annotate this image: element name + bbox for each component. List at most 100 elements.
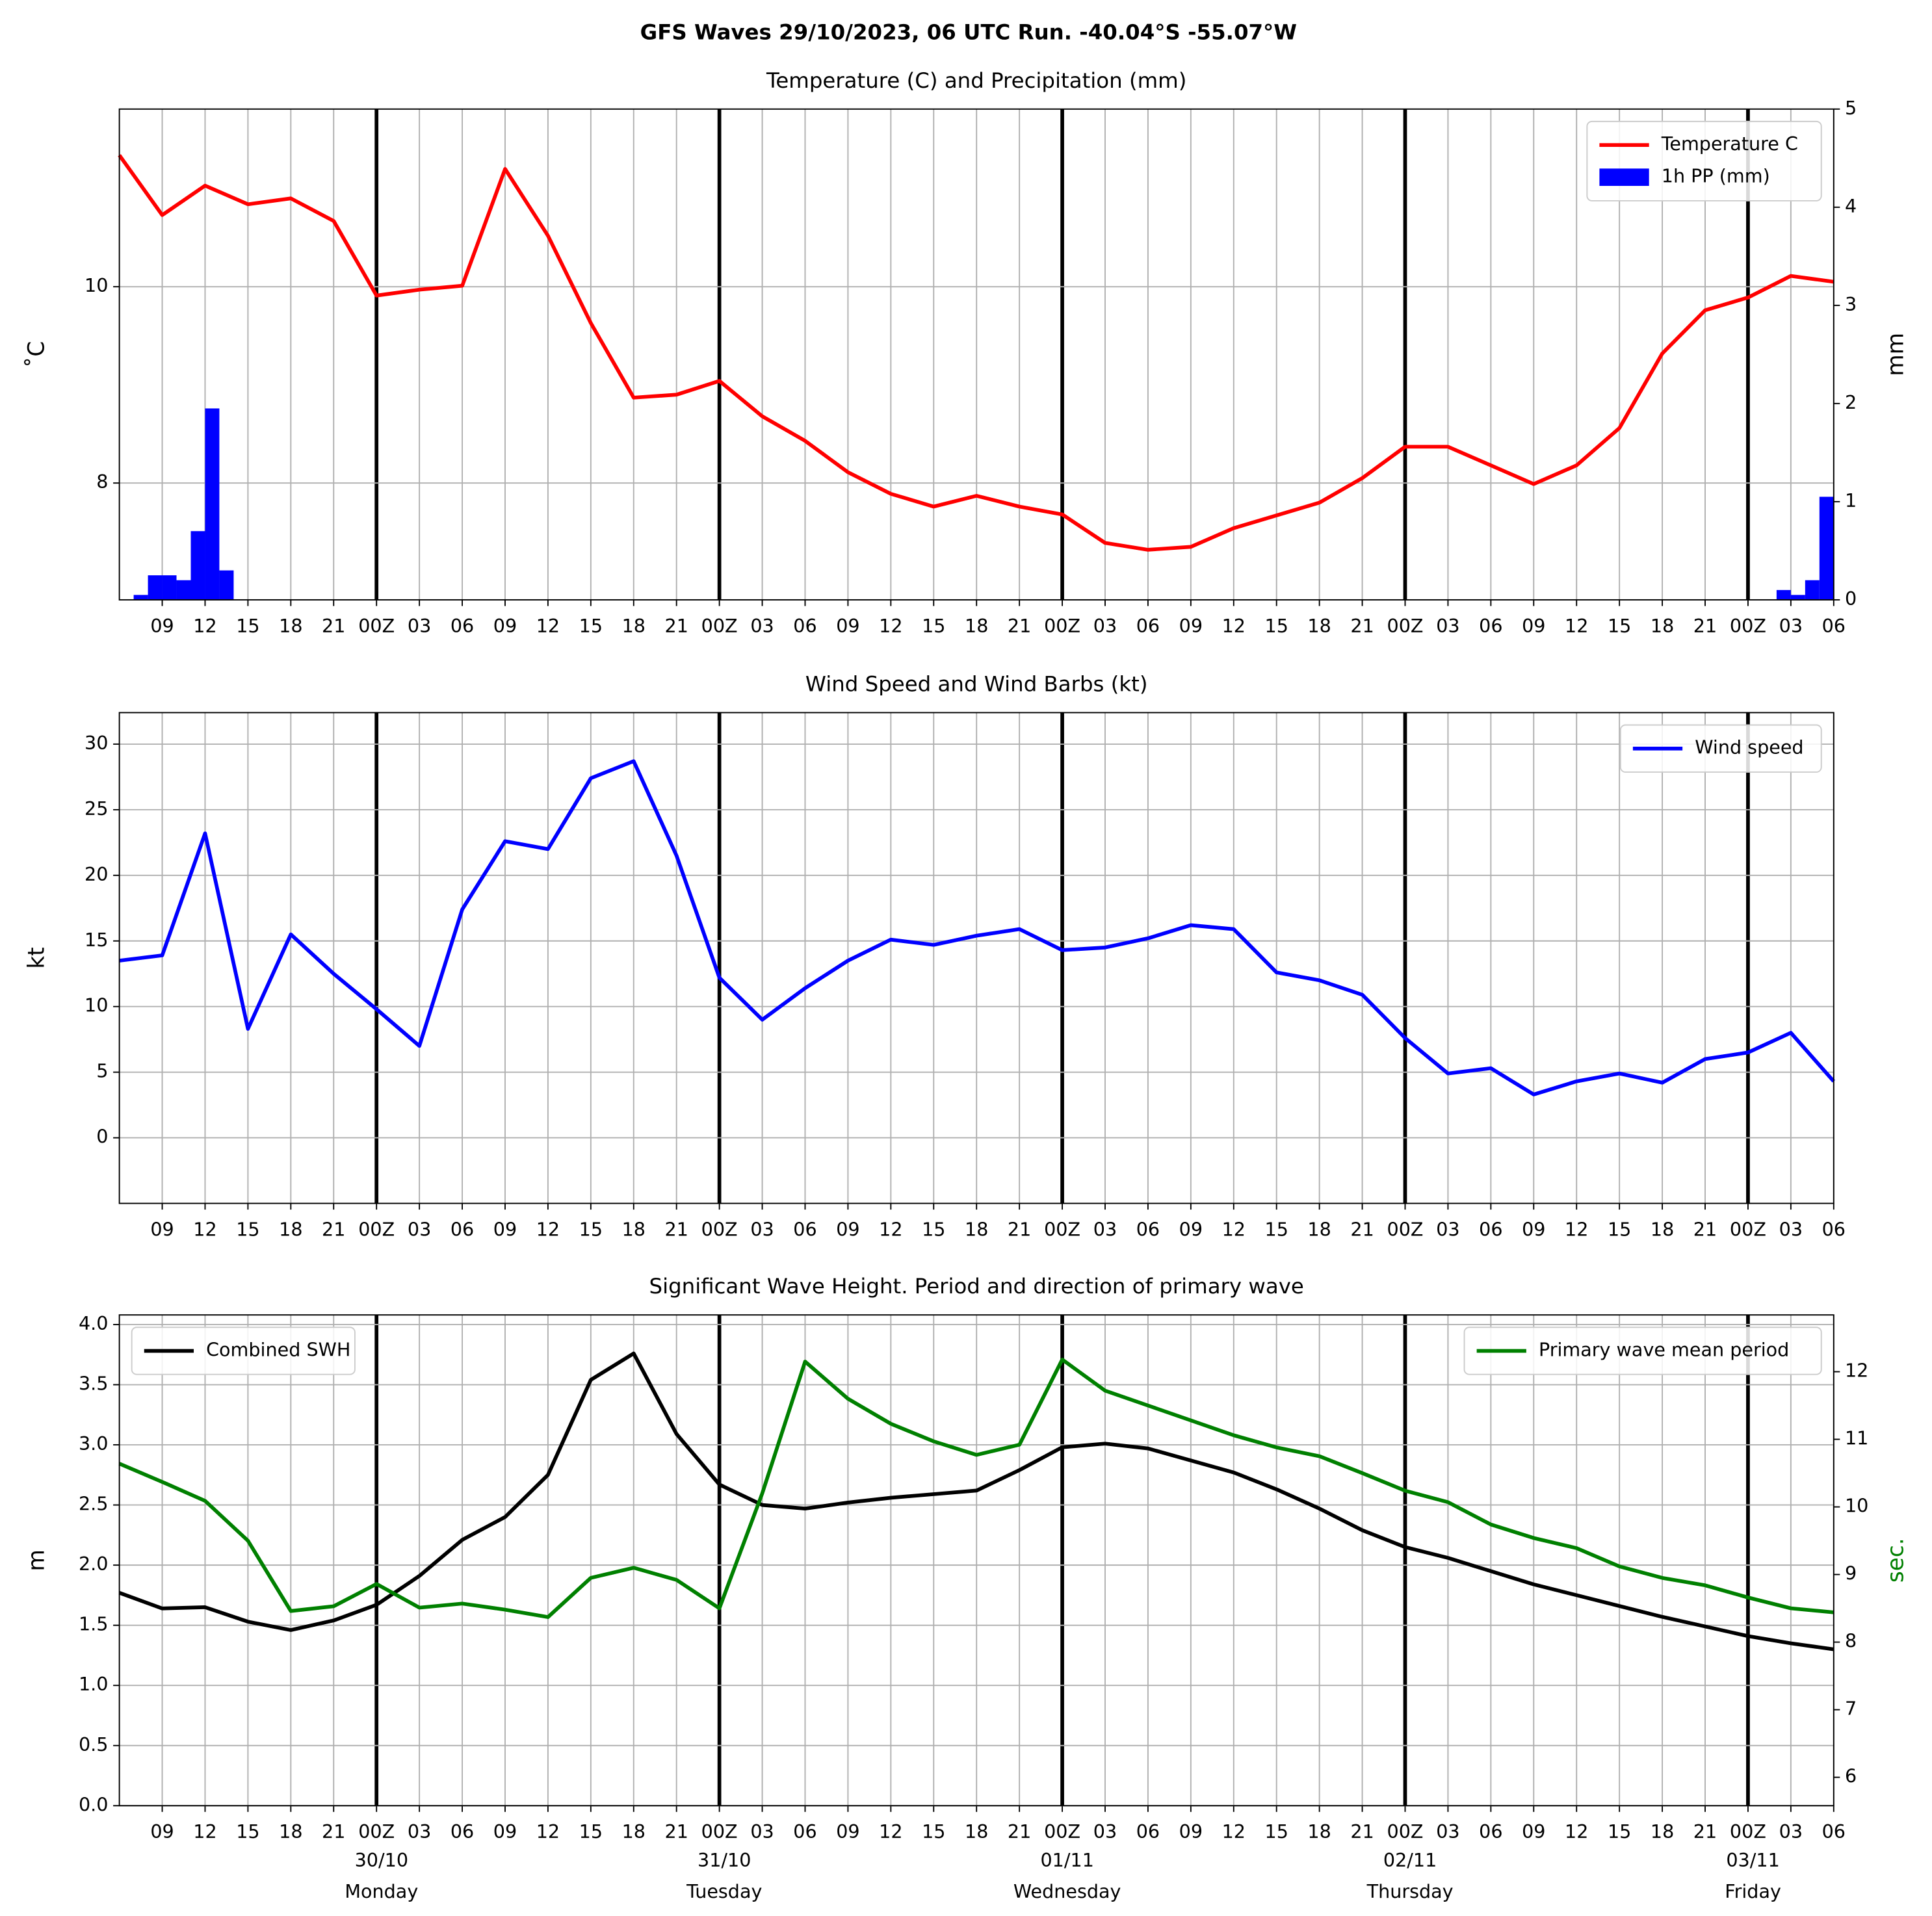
y2-tick-label: 8 <box>1845 1630 1857 1652</box>
x-tick-label: 09 <box>493 1219 517 1241</box>
x-tick-label: 21 <box>1350 1219 1374 1241</box>
y-tick-label: 25 <box>85 797 108 820</box>
x-tick-label: 21 <box>665 615 688 637</box>
y2-tick-label: 11 <box>1845 1427 1868 1449</box>
x-tick-label: 18 <box>965 1820 988 1843</box>
x-tick-label: 21 <box>322 1820 345 1843</box>
y2-tick-label: 3 <box>1845 293 1857 315</box>
x-tick-label: 03 <box>1436 1219 1459 1241</box>
x-tick-label: 15 <box>1608 615 1631 637</box>
y-tick-label: 1.0 <box>79 1673 108 1695</box>
x-tick-label: 00Z <box>358 1219 395 1241</box>
x-tick-label: 12 <box>879 1820 902 1843</box>
date-label: 03/11 <box>1726 1849 1779 1871</box>
y2-tick-label: 7 <box>1845 1698 1857 1720</box>
x-tick-label: 09 <box>150 1219 174 1241</box>
x-tick-label: 00Z <box>358 615 395 637</box>
x-tick-label: 18 <box>279 1219 302 1241</box>
series-line <box>118 1351 1834 1651</box>
x-tick-label: 03 <box>750 1820 774 1843</box>
x-tick-label: 21 <box>1008 1820 1031 1843</box>
x-tick-label: 03 <box>408 1219 431 1241</box>
x-tick-label: 18 <box>965 1219 988 1241</box>
y2-tick-label: 5 <box>1845 97 1857 119</box>
y-axis-label: ˚C <box>23 341 49 368</box>
x-tick-label: 21 <box>665 1820 688 1843</box>
y-tick-label: 5 <box>96 1060 108 1082</box>
x-tick-label: 03 <box>1093 1820 1117 1843</box>
bar <box>133 595 148 600</box>
x-tick-label: 12 <box>536 615 560 637</box>
x-tick-label: 18 <box>1307 615 1331 637</box>
x-tick-label: 15 <box>579 1219 603 1241</box>
y-tick-label: 0 <box>96 1126 108 1148</box>
x-tick-label: 15 <box>1608 1219 1631 1241</box>
date-label: 31/10 <box>698 1849 751 1871</box>
bar <box>176 580 191 600</box>
chart-title: Temperature (C) and Precipitation (mm) <box>766 68 1186 93</box>
x-tick-label: 06 <box>450 1219 474 1241</box>
y-axis-label: kt <box>23 947 49 968</box>
bar <box>190 531 205 600</box>
x-tick-label: 12 <box>536 1820 560 1843</box>
x-tick-label: 18 <box>1307 1219 1331 1241</box>
x-tick-label: 00Z <box>1387 615 1424 637</box>
x-tick-label: 03 <box>1436 615 1459 637</box>
x-tick-label: 06 <box>793 1820 816 1843</box>
y2-tick-label: 1 <box>1845 489 1857 511</box>
x-tick-label: 09 <box>150 1820 174 1843</box>
x-tick-label: 06 <box>1479 1219 1502 1241</box>
x-tick-label: 00Z <box>1730 1820 1766 1843</box>
x-tick-label: 18 <box>622 1219 646 1241</box>
x-tick-label: 15 <box>922 615 945 637</box>
legend-label: Combined SWH <box>206 1338 350 1360</box>
y2-tick-label: 12 <box>1845 1360 1868 1382</box>
x-tick-label: 09 <box>150 615 174 637</box>
x-tick-label: 06 <box>793 615 816 637</box>
bar <box>1776 589 1791 600</box>
x-tick-label: 00Z <box>1730 615 1766 637</box>
y-tick-label: 3.5 <box>79 1373 108 1395</box>
day-label: Wednesday <box>1013 1880 1121 1902</box>
x-tick-label: 09 <box>493 1820 517 1843</box>
x-tick-label: 09 <box>1522 1820 1545 1843</box>
x-tick-label: 03 <box>1779 1219 1803 1241</box>
bar <box>219 570 234 600</box>
x-tick-label: 06 <box>1136 1219 1160 1241</box>
y-tick-label: 0.0 <box>79 1793 108 1815</box>
x-tick-label: 18 <box>965 615 988 637</box>
y-tick-label: 30 <box>85 732 108 754</box>
x-tick-label: 03 <box>1093 1219 1117 1241</box>
y-tick-label: 20 <box>85 863 108 885</box>
x-tick-label: 12 <box>193 615 216 637</box>
x-tick-label: 06 <box>450 1820 474 1843</box>
x-tick-label: 00Z <box>1044 615 1080 637</box>
x-tick-label: 06 <box>450 615 474 637</box>
x-tick-label: 15 <box>922 1219 945 1241</box>
x-tick-label: 09 <box>836 1219 859 1241</box>
date-label: 01/11 <box>1040 1849 1093 1871</box>
x-tick-label: 09 <box>1179 1219 1203 1241</box>
date-label: 02/11 <box>1383 1849 1437 1871</box>
x-tick-label: 15 <box>1265 1219 1288 1241</box>
chart-title: Significant Wave Height. Period and dire… <box>649 1274 1304 1299</box>
x-tick-label: 21 <box>1693 1820 1717 1843</box>
legend-label: 1h PP (mm) <box>1662 165 1770 187</box>
x-tick-label: 21 <box>322 1219 345 1241</box>
x-tick-label: 03 <box>1093 615 1117 637</box>
y2-tick-label: 2 <box>1845 391 1857 413</box>
x-tick-label: 15 <box>922 1820 945 1843</box>
x-tick-label: 09 <box>1522 615 1545 637</box>
x-tick-label: 15 <box>1265 615 1288 637</box>
x-tick-label: 12 <box>1565 1820 1588 1843</box>
x-tick-label: 06 <box>1822 1820 1846 1843</box>
x-tick-label: 03 <box>750 615 774 637</box>
x-tick-label: 03 <box>750 1219 774 1241</box>
series-line <box>118 154 1834 552</box>
y2-axis-label: mm <box>1883 333 1909 376</box>
x-tick-label: 12 <box>879 1219 902 1241</box>
legend-label: Wind speed <box>1695 736 1803 758</box>
y-tick-label: 0.5 <box>79 1733 108 1755</box>
